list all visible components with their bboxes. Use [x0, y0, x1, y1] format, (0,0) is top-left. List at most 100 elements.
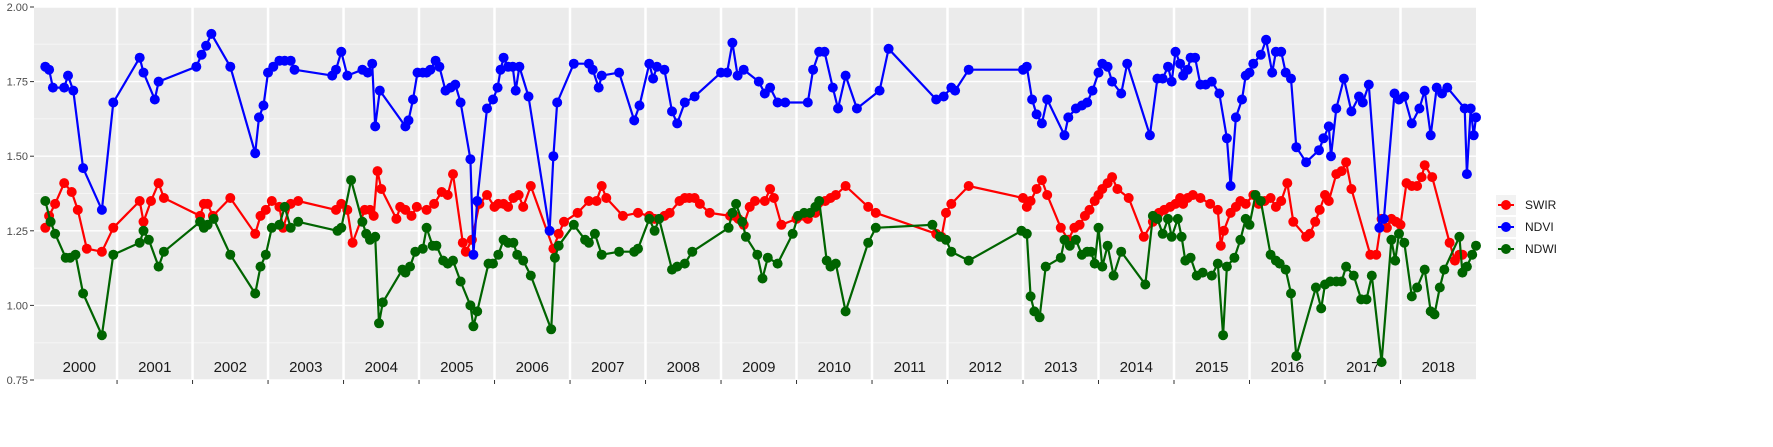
data-point-ndvi [1323, 121, 1334, 132]
data-point-ndvi [1314, 145, 1324, 156]
data-point-ndwi [1212, 258, 1223, 269]
data-point-swir [830, 190, 841, 200]
data-point-swir [776, 219, 787, 230]
data-point-ndwi [927, 219, 938, 230]
data-point-swir [583, 196, 594, 206]
data-point-ndvi [1021, 61, 1032, 72]
data-point-swir [1107, 172, 1118, 183]
legend-key-point [1501, 200, 1511, 210]
data-point-ndvi [434, 61, 445, 72]
legend-label: SWIR [1525, 198, 1557, 212]
data-point-ndvi [465, 154, 476, 165]
data-point-ndwi [40, 196, 51, 206]
data-point-swir [941, 207, 951, 218]
data-point-ndwi [1102, 240, 1113, 251]
data-point-ndvi [191, 61, 202, 72]
data-point-ndvi [587, 64, 598, 75]
data-point-ndvi [1346, 106, 1357, 117]
data-point-ndvi [738, 64, 749, 75]
data-point-swir [963, 181, 974, 191]
year-label: 2001 [138, 359, 171, 376]
data-point-ndvi [342, 70, 353, 81]
data-point-swir [1419, 160, 1430, 171]
data-point-ndvi [1301, 157, 1312, 168]
data-point-ndvi [108, 97, 119, 108]
data-point-ndwi [1390, 255, 1401, 266]
data-point-ndvi [851, 103, 862, 114]
data-point-ndvi [455, 97, 466, 108]
data-point-ndwi [1166, 231, 1177, 242]
data-point-ndwi [1086, 246, 1096, 257]
data-point-swir [750, 196, 760, 206]
data-point-ndwi [1467, 249, 1478, 260]
data-point-ndvi [1082, 97, 1093, 108]
data-point-ndvi [1255, 49, 1266, 60]
data-point-ndvi [1425, 130, 1436, 141]
data-point-swir [1381, 222, 1392, 233]
data-point-ndvi [1163, 61, 1173, 72]
data-point-ndvi [819, 46, 830, 57]
data-point-ndwi [266, 222, 277, 233]
data-point-ndwi [596, 249, 607, 260]
data-point-ndvi [1338, 73, 1349, 84]
data-point-ndvi [689, 91, 700, 102]
data-point-ndwi [508, 237, 519, 248]
data-point-ndwi [225, 249, 236, 260]
data-point-ndwi [1093, 222, 1104, 233]
data-point-ndwi [1229, 252, 1240, 263]
data-point-ndwi [679, 258, 690, 269]
year-label: 2013 [1044, 359, 1077, 376]
data-point-swir [1395, 219, 1406, 230]
data-point-ndvi [1157, 73, 1168, 84]
data-point-swir [482, 190, 492, 200]
data-point-ndwi [455, 276, 466, 287]
data-point-ndwi [546, 324, 557, 335]
data-point-ndvi [153, 76, 164, 87]
data-point-ndwi [421, 222, 432, 233]
data-point-ndvi [1414, 103, 1425, 114]
data-point-swir [1042, 190, 1053, 200]
data-point-swir [518, 201, 529, 212]
data-point-ndwi [1040, 261, 1051, 272]
data-point-ndvi [403, 115, 414, 126]
data-point-swir [81, 243, 92, 254]
data-point-ndvi [672, 118, 683, 129]
year-label: 2009 [742, 359, 775, 376]
data-point-ndvi [1087, 85, 1098, 96]
data-point-ndvi [285, 55, 296, 66]
data-point-ndwi [1361, 294, 1372, 305]
data-point-ndvi [1248, 58, 1259, 69]
data-point-swir [1018, 193, 1028, 203]
data-point-ndvi [644, 58, 655, 69]
data-point-swir [1412, 181, 1423, 191]
data-point-ndvi [648, 73, 659, 84]
legend-label: NDWI [1525, 242, 1557, 256]
data-point-ndwi [1097, 261, 1108, 272]
data-point-swir [72, 204, 83, 215]
data-point-ndwi [1157, 228, 1168, 239]
data-point-ndwi [158, 246, 169, 257]
data-point-ndvi [482, 103, 492, 114]
data-point-ndwi [1454, 231, 1465, 242]
data-point-ndvi [201, 40, 212, 51]
year-label: 2012 [969, 359, 1002, 376]
data-point-ndwi [963, 255, 974, 266]
data-point-ndwi [1406, 291, 1417, 302]
data-point-ndwi [518, 255, 529, 266]
data-point-ndwi [870, 222, 881, 233]
data-point-swir [1314, 204, 1325, 215]
data-point-swir [1304, 228, 1315, 239]
data-point-swir [1055, 222, 1066, 233]
data-point-swir [1112, 184, 1123, 194]
data-point-ndwi [814, 196, 825, 206]
data-point-ndvi [225, 61, 236, 72]
data-point-swir [153, 178, 164, 189]
data-point-swir [1240, 198, 1251, 209]
data-point-swir [596, 181, 607, 191]
data-point-ndwi [1310, 282, 1321, 293]
data-point-ndwi [417, 243, 428, 254]
series-ndvi [40, 28, 1481, 260]
data-point-ndvi [44, 64, 55, 75]
data-point-ndvi [206, 28, 217, 39]
data-point-ndvi [1261, 34, 1272, 45]
